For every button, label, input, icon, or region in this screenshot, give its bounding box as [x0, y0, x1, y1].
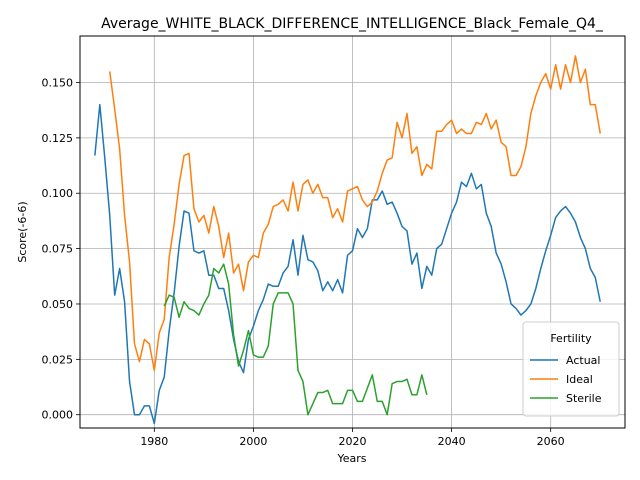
y-tick-label: 0.050 — [42, 298, 74, 311]
y-tick-label: 0.025 — [42, 353, 74, 366]
y-tick-label: 0.125 — [42, 132, 74, 145]
series-line-ideal — [108, 55, 601, 372]
legend-frame — [522, 321, 620, 417]
y-tick-label: 0.100 — [42, 187, 74, 200]
legend-title: Fertility — [550, 332, 592, 345]
y-axis-label: Score(-6-6) — [16, 201, 29, 262]
x-tick-label: 2040 — [438, 435, 466, 448]
chart-title: Average_WHITE_BLACK_DIFFERENCE_INTELLIGE… — [101, 16, 604, 32]
legend-entries: Actual Ideal Sterile — [530, 354, 602, 405]
x-tick-label: 2000 — [239, 435, 267, 448]
x-axis-label: Years — [336, 452, 366, 465]
y-axis-ticks: 0.000 0.025 0.050 0.075 0.100 0.125 0.150 — [42, 77, 80, 422]
y-tick-label: 0.150 — [42, 77, 74, 90]
y-tick-label: 0.000 — [42, 409, 74, 422]
series-lines — [94, 55, 601, 425]
legend-label-ideal: Ideal — [566, 373, 593, 386]
x-tick-label: 2020 — [339, 435, 367, 448]
x-tick-label: 2060 — [537, 435, 565, 448]
legend-label-actual: Actual — [566, 354, 600, 367]
x-axis-ticks: 1980 2000 2020 2040 2060 — [140, 428, 565, 448]
series-line-sterile — [163, 263, 428, 416]
x-tick-label: 1980 — [140, 435, 168, 448]
legend: Fertility Actual Ideal Sterile — [522, 321, 620, 417]
y-tick-label: 0.075 — [42, 243, 74, 256]
legend-label-sterile: Sterile — [566, 392, 602, 405]
series-line-actual — [94, 103, 601, 425]
